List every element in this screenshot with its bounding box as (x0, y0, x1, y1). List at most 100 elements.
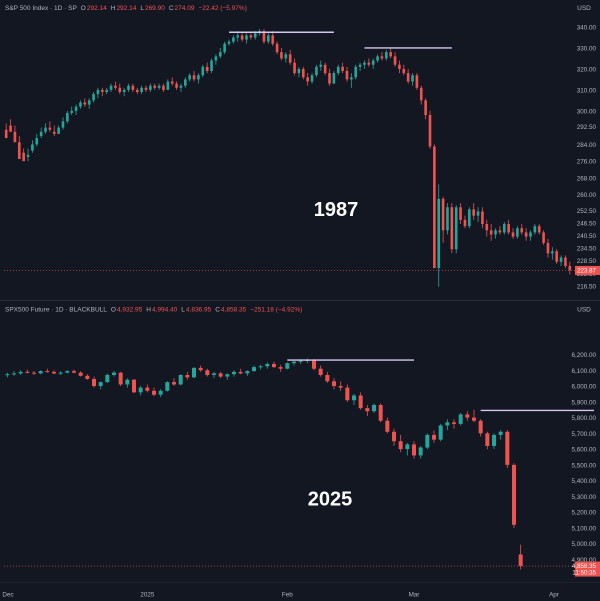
candle-body (288, 54, 292, 63)
candle-body (511, 232, 515, 237)
candle-body (524, 232, 528, 237)
candle-body (341, 66, 344, 72)
candle-body (125, 379, 130, 385)
candle-body (140, 87, 143, 92)
candle-body (218, 373, 223, 377)
chart-header: S&P 500 Index · 1D · SP O292.14 H292.14 L26… (5, 5, 247, 12)
candle-body (412, 444, 416, 456)
candle-body (252, 367, 256, 372)
price-tag: 223.87 (577, 267, 596, 274)
candle-body (476, 211, 480, 216)
candle-body (328, 73, 331, 84)
candle-body (184, 79, 187, 86)
candle-body (292, 361, 296, 364)
candle-body (376, 56, 379, 61)
candle-body (201, 66, 205, 76)
header-c: C (169, 5, 174, 12)
candle-body (83, 102, 87, 105)
chart-1987: S&P 500 Index · 1D · SP O292.14 H292.14 L26… (0, 0, 600, 300)
candle-body (507, 224, 510, 233)
price-tag-box (575, 561, 600, 577)
candle-body (297, 68, 301, 74)
header-c-val: 4,858.35 (221, 307, 247, 314)
y-tick-label: 246.50 (577, 221, 597, 228)
candle-body (459, 207, 462, 220)
candle-body (236, 35, 240, 38)
y-tick-label: 5,300.00 (571, 494, 596, 501)
year-label: 1987 (314, 199, 359, 221)
y-tick-label: 260.00 (577, 192, 597, 199)
candle-body (485, 433, 490, 446)
candle-body (472, 209, 476, 216)
candle-body (265, 363, 270, 367)
candle-body (44, 127, 47, 132)
candle-body (438, 425, 443, 440)
candle-body (175, 83, 178, 88)
candle-body (481, 211, 484, 225)
candle-body (66, 112, 69, 122)
candle-body (114, 85, 117, 88)
candle-body (559, 257, 563, 262)
candle-body (127, 85, 130, 90)
y-tick-label: 5,900.00 (571, 399, 596, 406)
candle-body (267, 35, 270, 42)
candle-body (468, 209, 471, 227)
candle-body (446, 207, 449, 231)
candle-body (188, 75, 192, 80)
candle-body (172, 382, 176, 385)
candle-body (345, 387, 350, 401)
price-countdown: 11:50:35 (572, 570, 596, 577)
candle-body (74, 106, 78, 111)
candle-body (385, 420, 390, 432)
candle-body (432, 434, 436, 440)
candle-body (79, 102, 82, 107)
candle-body (301, 68, 305, 78)
y-tick-label: 4,900.00 (571, 557, 596, 564)
candle-body (118, 372, 123, 385)
candle-body (152, 390, 156, 395)
y-tick-label: 320.00 (577, 66, 597, 73)
candle-body (17, 142, 21, 160)
header-chg: −251.18 (−4.92%) (250, 307, 302, 314)
candle-body (57, 127, 60, 134)
candle-body (96, 89, 100, 95)
candle-body (315, 66, 318, 76)
candle-body (92, 94, 95, 101)
candle-body (398, 64, 401, 69)
candle-body (452, 422, 456, 424)
candle-body (65, 371, 70, 373)
y-tick-label: 292.50 (577, 124, 597, 131)
candle-body (332, 73, 336, 84)
candle-body (371, 60, 375, 65)
y-tick-label: 310.00 (577, 87, 597, 94)
y-tick-label: 284.00 (577, 142, 597, 149)
candle-body (280, 52, 283, 59)
candle-body (149, 85, 152, 90)
price-tag: 4,858.35 (572, 563, 597, 570)
candle-body (25, 371, 30, 373)
candle-body (285, 363, 290, 369)
candle-body (275, 43, 279, 53)
candle-body (48, 127, 52, 130)
candle-body (445, 422, 450, 426)
candle-body (533, 226, 537, 233)
candle-body (122, 89, 126, 92)
candle-body (518, 554, 523, 567)
y-tick-label: 6,100.00 (571, 368, 596, 375)
candle-body (38, 371, 43, 374)
header-o-val: 292.14 (87, 5, 107, 12)
candle-body (45, 371, 50, 373)
candle-body (424, 100, 427, 116)
candle-body (238, 371, 243, 374)
candle-body (105, 375, 110, 383)
candle-body (542, 232, 545, 243)
candle-body (472, 417, 476, 421)
candle-body (78, 372, 83, 376)
candle-body (210, 60, 213, 72)
candle-body (52, 131, 56, 134)
header-h-val: 4,994.40 (152, 307, 178, 314)
candle-body (58, 372, 63, 374)
candle-body (306, 77, 309, 82)
candle-body (389, 52, 392, 57)
plot-background (0, 301, 600, 601)
